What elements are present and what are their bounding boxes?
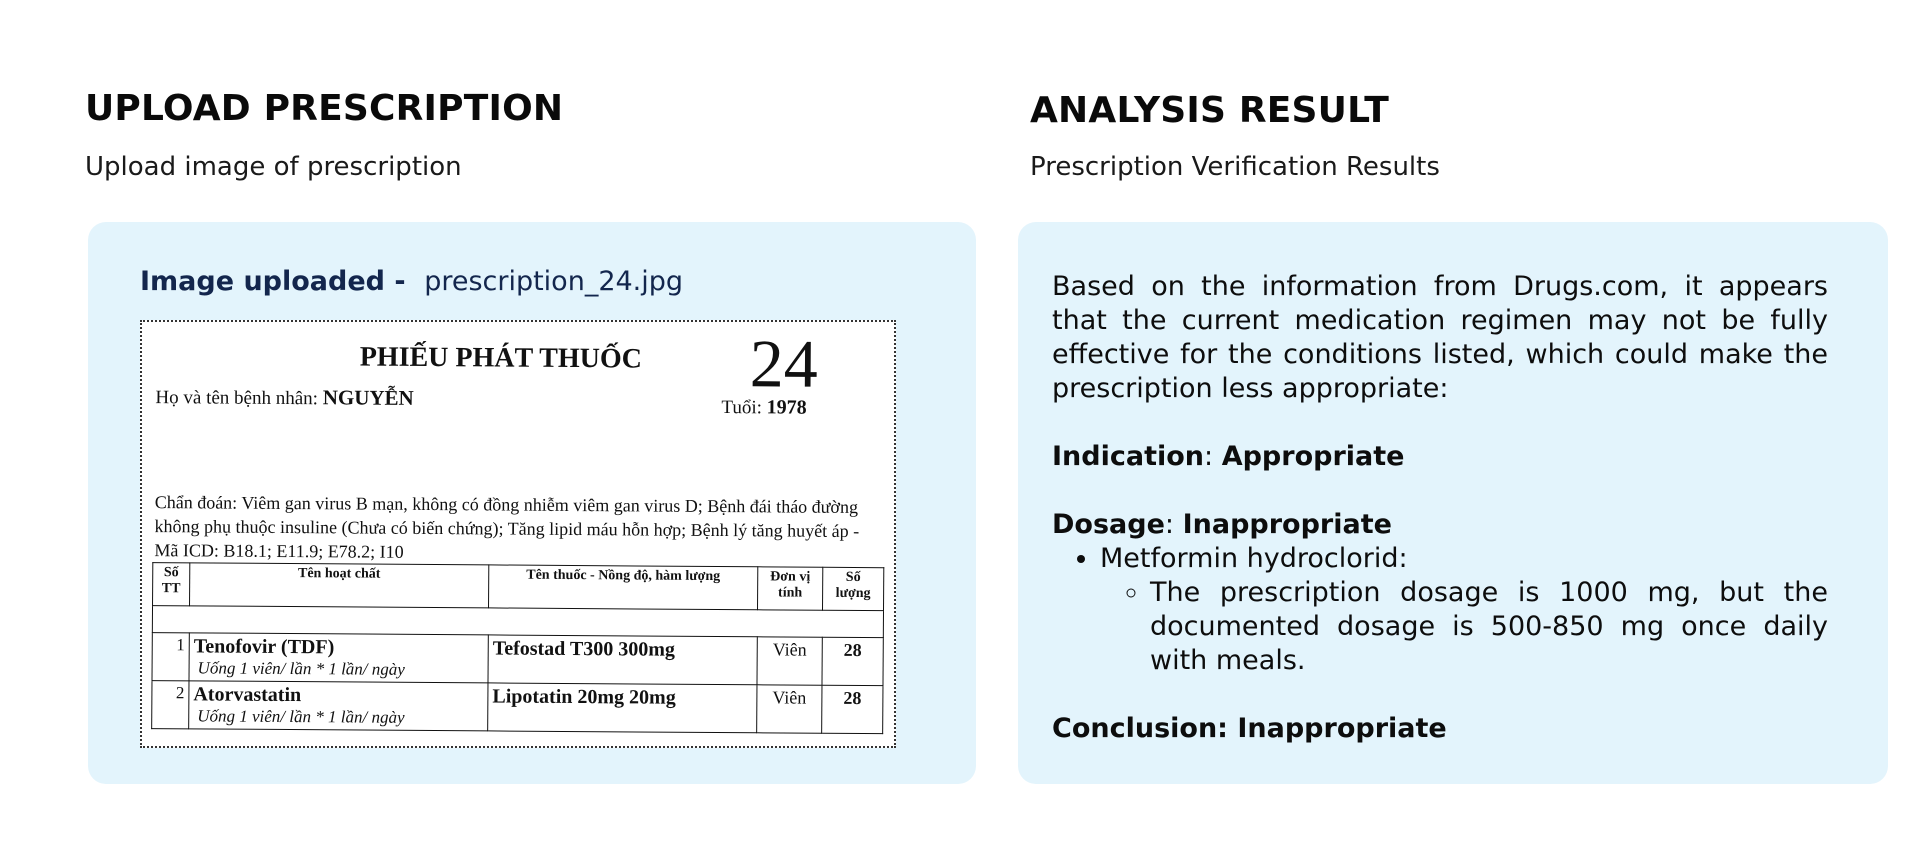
table-header-row: Số TT Tên hoạt chất Tên thuốc - Nồng độ,… — [152, 562, 884, 611]
ingredient-name: Atorvastatin — [193, 683, 302, 707]
dosage-line: Dosage: Inappropriate — [1052, 509, 1392, 540]
row-drug-name: Tefostad T300 300mg — [487, 634, 758, 685]
prescription-title: PHIẾU PHÁT THUỐC — [359, 341, 642, 375]
analysis-section-title: ANALYSIS RESULT — [1030, 90, 1390, 131]
patient-name-line: Họ và tên bệnh nhân: NGUYỄN — [155, 384, 413, 411]
conclusion-line: Conclusion: Inappropriate — [1052, 713, 1447, 744]
analysis-result-text: Based on the information from Drugs.com,… — [1052, 270, 1828, 746]
analysis-intro: Based on the information from Drugs.com,… — [1052, 271, 1828, 404]
col-header-unit: Đơn vị tính — [757, 566, 823, 611]
indication-label: Indication — [1052, 441, 1205, 472]
image-uploaded-label: Image uploaded - — [140, 266, 406, 297]
table-row: 2 Atorvastatin Uống 1 viên/ lần * 1 lần/… — [151, 680, 883, 734]
table-row: 1 Tenofovir (TDF) Uống 1 viên/ lần * 1 l… — [151, 632, 884, 686]
row-qty: 28 — [821, 637, 884, 686]
upload-section-subtitle: Upload image of prescription — [85, 152, 462, 182]
analysis-section-subtitle: Prescription Verification Results — [1030, 152, 1440, 182]
patient-age-label: Tuổi: — [721, 397, 762, 419]
drug-item-name: Metformin hydroclorid: — [1100, 543, 1408, 574]
row-no: 1 — [151, 632, 190, 681]
patient-age: 1978 — [766, 396, 807, 419]
col-header-qty: Số lượng — [822, 567, 884, 611]
ingredient-name: Tenofovir (TDF) — [193, 635, 335, 659]
patient-name: NGUYỄN — [322, 385, 414, 410]
upload-panel: Image uploaded - prescription_24.jpg PHI… — [88, 222, 976, 784]
row-ingredient: Tenofovir (TDF) Uống 1 viên/ lần * 1 lần… — [188, 632, 489, 683]
dose-instructions: Uống 1 viên/ lần * 1 lần/ ngày — [197, 658, 405, 679]
patient-age-line: Tuổi: 1978 — [721, 396, 806, 420]
indication-value: Appropriate — [1221, 441, 1405, 472]
drug-detail-list: The prescription dosage is 1000 mg, but … — [1100, 576, 1828, 678]
row-unit: Viên — [756, 636, 823, 686]
row-unit: Viên — [756, 684, 822, 734]
col-header-ingredient: Tên hoạt chất — [189, 562, 489, 608]
analysis-panel: Based on the information from Drugs.com,… — [1018, 222, 1888, 784]
row-ingredient: Atorvastatin Uống 1 viên/ lần * 1 lần/ n… — [188, 680, 488, 731]
dosage-issue-list: Metformin hydroclorid: The prescription … — [1052, 542, 1828, 678]
upload-status: Image uploaded - prescription_24.jpg — [140, 266, 683, 297]
row-qty: 28 — [821, 685, 883, 734]
indication-line: Indication: Appropriate — [1052, 441, 1405, 472]
dosage-label: Dosage — [1052, 509, 1165, 540]
prescription-image[interactable]: PHIẾU PHÁT THUỐC 24 Họ và tên bệnh nhân:… — [140, 320, 896, 748]
list-item: Metformin hydroclorid: The prescription … — [1100, 542, 1828, 678]
row-no: 2 — [151, 680, 189, 729]
dosage-value: Inappropriate — [1182, 509, 1392, 540]
medication-table: Số TT Tên hoạt chất Tên thuốc - Nồng độ,… — [151, 562, 884, 734]
diagnosis-text: Chẩn đoán: Viêm gan virus B mạn, không c… — [154, 492, 860, 562]
dose-instructions: Uống 1 viên/ lần * 1 lần/ ngày — [197, 706, 405, 727]
patient-name-label: Họ và tên bệnh nhân: — [155, 387, 319, 410]
prescription-number: 24 — [749, 325, 818, 402]
row-drug-name: Lipotatin 20mg 20mg — [487, 682, 757, 733]
upload-section-title: UPLOAD PRESCRIPTION — [85, 88, 564, 129]
col-header-drug: Tên thuốc - Nồng độ, hàm lượng — [488, 564, 758, 610]
col-header-no: Số TT — [152, 562, 190, 606]
drug-detail-item: The prescription dosage is 1000 mg, but … — [1150, 576, 1828, 678]
uploaded-file-name[interactable]: prescription_24.jpg — [424, 266, 684, 297]
